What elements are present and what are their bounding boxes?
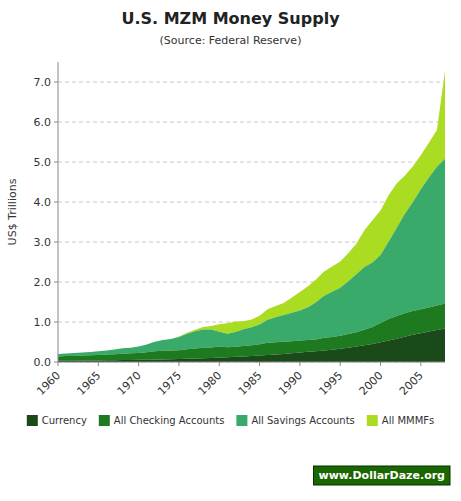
areas bbox=[58, 71, 445, 362]
y-tick-label: 1.0 bbox=[34, 316, 52, 329]
legend-swatch bbox=[99, 415, 110, 426]
y-tick bbox=[54, 322, 58, 323]
y-tick bbox=[54, 202, 58, 203]
y-tick-label: 5.0 bbox=[34, 156, 52, 169]
x-axis-line bbox=[58, 362, 445, 363]
legend: Currency All Checking Accounts All Savings… bbox=[27, 415, 434, 426]
x-tick-label: 2000 bbox=[357, 369, 386, 398]
axes: 0.0 1.0 2.0 3.0 4.0 5.0 6.0 7.0 1960 1965 1970 1975… bbox=[34, 62, 446, 398]
x-tick bbox=[98, 362, 99, 366]
grid-line bbox=[58, 362, 445, 363]
legend-item: All Savings Accounts bbox=[236, 415, 354, 426]
y-tick-label: 3.0 bbox=[34, 236, 52, 249]
x-tick-label: 1965 bbox=[74, 369, 103, 398]
x-tick bbox=[420, 362, 421, 366]
legend-label: All Checking Accounts bbox=[114, 415, 225, 426]
y-tick bbox=[54, 282, 58, 283]
x-tick bbox=[219, 362, 220, 366]
x-tick-label: 1985 bbox=[236, 369, 265, 398]
legend-label: Currency bbox=[42, 415, 87, 426]
y-tick bbox=[54, 362, 58, 363]
y-tick bbox=[54, 242, 58, 243]
y-tick-label: 0.0 bbox=[34, 356, 52, 369]
grid-line bbox=[58, 162, 445, 163]
x-tick-label: 1995 bbox=[316, 369, 345, 398]
title: U.S. MZM Money Supply bbox=[121, 9, 340, 28]
y-tick bbox=[54, 122, 58, 123]
x-tick bbox=[138, 362, 139, 366]
x-tick bbox=[178, 362, 179, 366]
subtitle: (Source: Federal Reserve) bbox=[160, 34, 302, 47]
y-tick bbox=[54, 162, 58, 163]
y-tick-label: 6.0 bbox=[34, 116, 52, 129]
legend-swatch bbox=[367, 415, 378, 426]
x-tick-label: 1960 bbox=[34, 369, 63, 398]
area bbox=[58, 328, 445, 362]
x-tick-label: 1970 bbox=[115, 369, 144, 398]
x-tick bbox=[299, 362, 300, 366]
grid-line bbox=[58, 122, 445, 123]
legend-item: Currency bbox=[27, 415, 87, 426]
y-axis-label: US$ Trillions bbox=[6, 178, 19, 245]
chart: U.S. MZM Money Supply (Source: Federal Re… bbox=[0, 0, 461, 501]
y-tick-label: 2.0 bbox=[34, 276, 52, 289]
legend-item: All Checking Accounts bbox=[99, 415, 225, 426]
x-tick bbox=[58, 362, 59, 366]
y-axis-line bbox=[58, 62, 59, 362]
grid-line bbox=[58, 82, 445, 83]
x-tick-label: 1990 bbox=[276, 369, 305, 398]
x-tick bbox=[259, 362, 260, 366]
x-tick bbox=[380, 362, 381, 366]
y-tick-label: 4.0 bbox=[34, 196, 52, 209]
x-tick-label: 2005 bbox=[397, 369, 426, 398]
legend-swatch bbox=[236, 415, 247, 426]
watermark: www.DollarDaze.org bbox=[314, 466, 451, 485]
x-tick-label: 1980 bbox=[195, 369, 224, 398]
watermark-text: www.DollarDaze.org bbox=[319, 469, 446, 482]
y-tick-label: 7.0 bbox=[34, 76, 52, 89]
watermark-box bbox=[314, 466, 451, 485]
legend-label: All MMMFs bbox=[382, 415, 434, 426]
x-tick-label: 1975 bbox=[155, 369, 184, 398]
legend-label: All Savings Accounts bbox=[251, 415, 354, 426]
legend-swatch bbox=[27, 415, 38, 426]
legend-item: All MMMFs bbox=[367, 415, 434, 426]
x-tick bbox=[340, 362, 341, 366]
y-tick bbox=[54, 82, 58, 83]
